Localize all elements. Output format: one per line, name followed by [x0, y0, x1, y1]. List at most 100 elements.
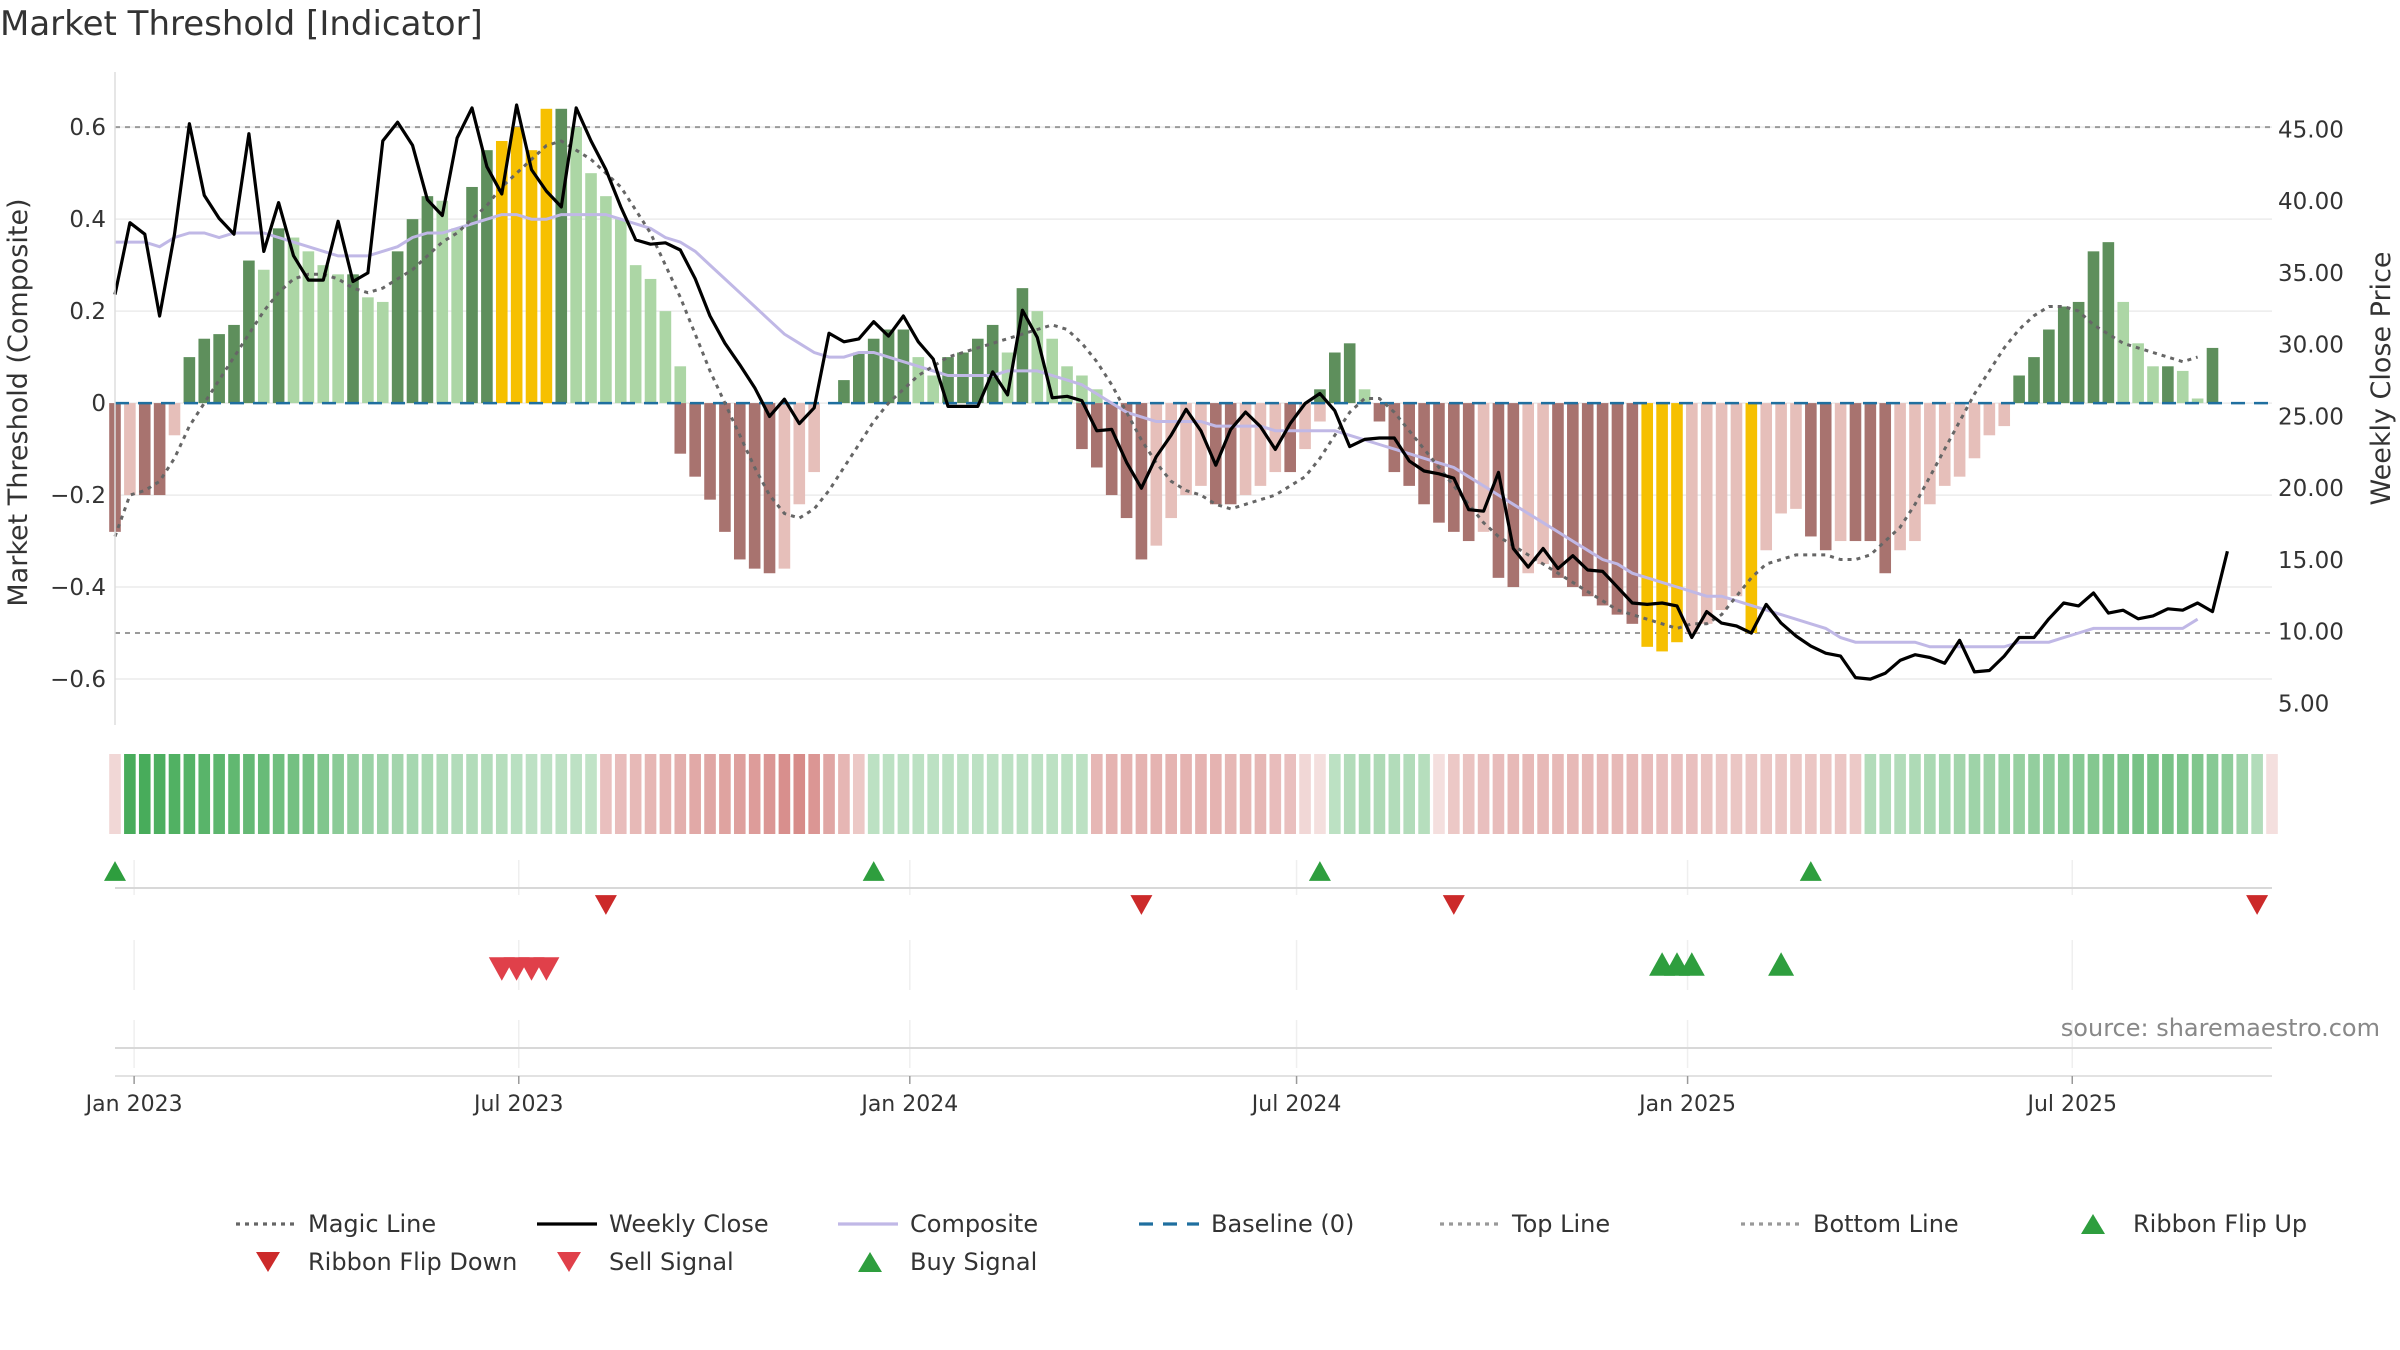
- source-note: source: sharemaestro.com: [2060, 1014, 2380, 1042]
- ribbon-cell: [2236, 754, 2249, 834]
- ribbon-cell: [2087, 754, 2100, 834]
- composite-bar: [302, 251, 315, 404]
- ribbon-cell: [927, 754, 939, 834]
- ribbon-cell: [391, 754, 404, 834]
- ribbon-cell: [1120, 754, 1133, 834]
- composite-bar: [912, 357, 925, 404]
- ribbon-cell: [1254, 754, 1267, 834]
- composite-bar: [867, 338, 880, 404]
- right-tick-label: 35.00: [2278, 261, 2344, 287]
- ribbon-cell: [585, 754, 597, 834]
- composite-bar: [2057, 306, 2070, 404]
- ribbon-cell: [1953, 754, 1966, 834]
- composite-bar: [793, 403, 806, 505]
- composite-bar: [1909, 403, 1921, 542]
- ribbon-cell: [778, 754, 791, 834]
- legend-item: Weekly Close: [537, 1210, 769, 1238]
- ribbon-cell: [1715, 754, 1728, 834]
- composite-bar: [257, 269, 270, 404]
- ribbon-cell: [1968, 754, 1981, 834]
- composite-bar: [1254, 403, 1267, 486]
- composite-bar: [2132, 343, 2144, 404]
- ribbon-cell: [2132, 754, 2144, 834]
- composite-bar: [808, 403, 820, 473]
- composite-bar: [1314, 389, 1326, 404]
- ribbon-cell: [1448, 754, 1460, 834]
- composite-bar: [1046, 338, 1058, 404]
- composite-bar: [1284, 403, 1296, 473]
- composite-bar: [243, 260, 255, 404]
- left-tick-label: −0.4: [50, 575, 106, 601]
- buy-signal-marker: [1768, 952, 1795, 976]
- composite-bar: [1239, 403, 1252, 496]
- ribbon-cell: [912, 754, 925, 834]
- legend-label: Magic Line: [308, 1210, 436, 1238]
- legend-item: Bottom Line: [1741, 1210, 1959, 1238]
- composite-bar: [942, 357, 954, 404]
- legend-label: Ribbon Flip Down: [308, 1248, 517, 1276]
- ribbon-cell: [1299, 754, 1311, 834]
- left-tick-label: 0.6: [69, 115, 106, 141]
- composite-bar: [1418, 403, 1430, 505]
- ribbon-cell: [1864, 754, 1877, 834]
- left-tick-label: −0.2: [50, 483, 106, 509]
- ribbon-cell: [1641, 754, 1654, 834]
- ribbon-cell: [466, 754, 478, 834]
- ribbon-cell: [2028, 754, 2040, 834]
- legend-label: Ribbon Flip Up: [2133, 1210, 2307, 1238]
- legend-label: Bottom Line: [1813, 1210, 1959, 1238]
- ribbon-cell: [1016, 754, 1029, 834]
- composite-bar: [1329, 352, 1341, 404]
- composite-bar: [629, 265, 642, 404]
- magic-line: [113, 139, 2199, 630]
- composite-bar: [183, 357, 196, 404]
- buy-signal-marker: [1678, 952, 1705, 976]
- ribbon-flip-down-marker: [594, 895, 617, 915]
- composite-bar: [1031, 311, 1044, 404]
- composite-bar: [1834, 403, 1847, 542]
- legend-item: Sell Signal: [557, 1248, 734, 1276]
- legend-label: Top Line: [1511, 1210, 1610, 1238]
- composite-bar: [2176, 370, 2189, 404]
- ribbon-cell: [138, 754, 151, 834]
- composite-bar: [1953, 403, 1966, 477]
- composite-bar: [986, 324, 999, 404]
- composite-bar: [763, 403, 776, 574]
- composite-bar: [1656, 403, 1668, 652]
- composite-bar: [1462, 403, 1475, 542]
- ribbon-cell: [510, 754, 523, 834]
- ribbon-flip-down-marker: [1130, 895, 1153, 915]
- composite-bar: [1269, 403, 1282, 473]
- composite-bar: [332, 274, 344, 404]
- ribbon-cell: [1522, 754, 1535, 834]
- right-axis-title: Weekly Close Price: [2366, 251, 2397, 505]
- ribbon-flip-up-marker: [1308, 861, 1331, 881]
- weekly-close-line: [113, 103, 2229, 681]
- ribbon-cell: [2057, 754, 2070, 834]
- composite-bar: [1581, 403, 1594, 597]
- legend-swatch: [557, 1252, 581, 1272]
- ribbon-cell: [1983, 754, 1996, 834]
- ribbon-cell: [1135, 754, 1148, 834]
- composite-bar: [1998, 403, 2011, 427]
- composite-bar: [2206, 347, 2219, 404]
- ribbon-flip-down-marker: [1442, 895, 1465, 915]
- ribbon-cell: [882, 754, 895, 834]
- ribbon-cell: [1909, 754, 1921, 834]
- composite-bar: [1686, 403, 1698, 634]
- ribbon-cell: [1834, 754, 1847, 834]
- ribbon-cell: [1001, 754, 1014, 834]
- ribbon-cell: [614, 754, 627, 834]
- legend-item: Baseline (0): [1139, 1210, 1354, 1238]
- ribbon-cell: [332, 754, 344, 834]
- ribbon-cell: [733, 754, 746, 834]
- ribbon-cell: [481, 754, 493, 834]
- composite-bar: [525, 150, 538, 404]
- right-tick-label: 10.00: [2278, 620, 2344, 646]
- composite-bar: [555, 108, 568, 404]
- legend-label: Buy Signal: [910, 1248, 1037, 1276]
- ribbon-cell: [1284, 754, 1296, 834]
- composite-bar: [585, 173, 597, 404]
- ribbon-cell: [1730, 754, 1743, 834]
- ribbon-cell: [109, 754, 121, 834]
